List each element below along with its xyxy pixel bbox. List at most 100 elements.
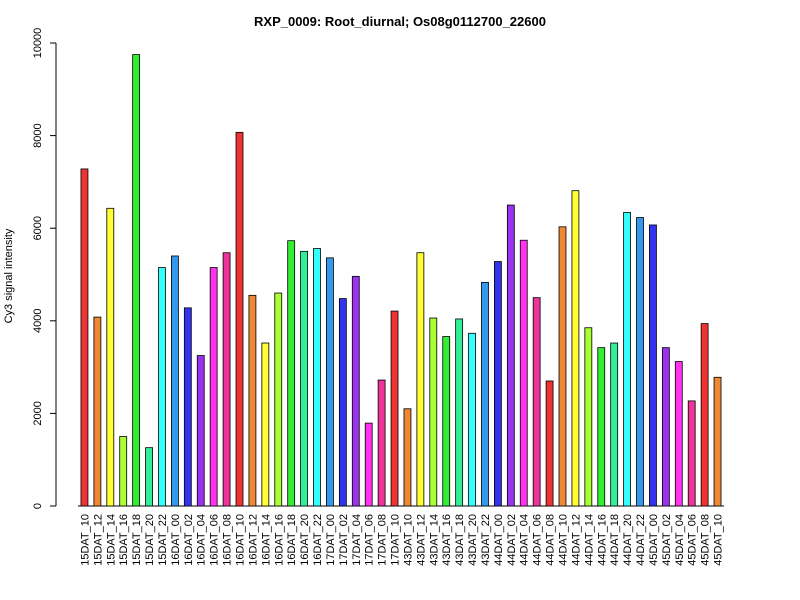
x-tick-label: 43DAT_20: [467, 514, 479, 566]
x-tick-label: 16DAT_22: [312, 514, 324, 566]
x-tick-label: 45DAT_02: [661, 514, 673, 566]
bar: [183, 307, 192, 507]
bar: [519, 239, 528, 507]
x-tick-label: 45DAT_10: [713, 514, 725, 566]
bar: [222, 252, 231, 507]
bar: [300, 250, 308, 507]
bar: [145, 447, 153, 507]
x-tick-label: 15DAT_14: [105, 514, 117, 566]
y-tick-label: 2000: [32, 401, 44, 425]
bar: [119, 436, 128, 507]
x-tick-label: 44DAT_02: [506, 514, 518, 566]
y-tick-label: 6000: [32, 216, 44, 240]
x-tick-label: 16DAT_10: [235, 514, 247, 566]
chart-title: RXP_0009: Root_diurnal; Os08g0112700_226…: [254, 14, 546, 29]
x-tick-label: 43DAT_16: [441, 514, 453, 566]
bar: [687, 400, 696, 507]
bars: [78, 54, 724, 507]
x-tick-label: 44DAT_00: [493, 514, 505, 566]
bar: [700, 323, 709, 507]
y-axis: 0 2000 4000 6000 8000 10000: [32, 28, 57, 509]
bar: [132, 54, 141, 507]
x-tick-label: 44DAT_18: [609, 514, 621, 566]
bar: [649, 224, 657, 507]
x-tick-label: 15DAT_18: [131, 514, 143, 566]
bar: [235, 131, 244, 507]
x-tick-label: 44DAT_14: [583, 514, 595, 566]
bar: [326, 257, 334, 507]
x-tick-label: 16DAT_02: [183, 514, 195, 566]
bar: [661, 347, 670, 507]
bar: [429, 317, 438, 507]
x-tick-label: 43DAT_22: [480, 514, 492, 566]
bar: [532, 297, 541, 507]
x-tick-label: 16DAT_16: [273, 514, 285, 566]
bar: [442, 336, 451, 507]
bar: [403, 408, 412, 507]
x-tick-label: 43DAT_18: [454, 514, 466, 566]
x-axis-labels: 15DAT_10 15DAT_12 15DAT_14 15DAT_16 15DAT_18…: [79, 514, 724, 566]
x-tick-label: 44DAT_20: [622, 514, 634, 566]
x-tick-label: 44DAT_16: [596, 514, 608, 566]
x-tick-label: 44DAT_22: [635, 514, 647, 566]
bar: [171, 255, 179, 507]
x-tick-label: 17DAT_08: [377, 514, 389, 566]
bar: [364, 422, 373, 507]
bar: [287, 240, 296, 507]
bar: [597, 347, 606, 507]
bar: [584, 327, 593, 507]
y-tick-label: 10000: [32, 28, 44, 59]
bar: [351, 275, 360, 507]
bar: [248, 294, 257, 507]
bar: [455, 318, 464, 507]
x-tick-label: 17DAT_04: [351, 514, 363, 566]
x-tick-label: 44DAT_06: [532, 514, 544, 566]
y-tick-label: 0: [32, 503, 44, 509]
bar: [713, 376, 722, 507]
bar: [106, 207, 115, 507]
bar: [274, 292, 283, 507]
bar: [623, 212, 631, 507]
bar: [674, 361, 683, 507]
bar: [494, 261, 502, 507]
bar: [481, 281, 489, 507]
x-tick-label: 17DAT_00: [325, 514, 337, 566]
bar: [558, 226, 567, 507]
x-tick-label: 15DAT_20: [144, 514, 156, 566]
x-tick-label: 16DAT_06: [209, 514, 221, 566]
bar: [468, 332, 476, 507]
x-tick-label: 16DAT_08: [222, 514, 234, 566]
x-tick-label: 17DAT_10: [390, 514, 402, 566]
x-tick-label: 15DAT_10: [79, 514, 91, 566]
bar: [506, 204, 515, 507]
x-tick-label: 16DAT_20: [299, 514, 311, 566]
bar: [313, 248, 321, 507]
x-tick-label: 44DAT_12: [570, 514, 582, 566]
x-tick-label: 45DAT_08: [700, 514, 712, 566]
x-tick-label: 44DAT_10: [558, 514, 570, 566]
x-tick-label: 45DAT_06: [687, 514, 699, 566]
bar: [545, 380, 554, 507]
y-tick-label: 4000: [32, 309, 44, 333]
x-tick-label: 43DAT_12: [415, 514, 427, 566]
x-tick-label: 16DAT_14: [260, 514, 272, 566]
x-tick-label: 17DAT_02: [338, 514, 350, 566]
x-tick-label: 44DAT_04: [519, 514, 531, 566]
bar: [209, 267, 218, 507]
bar: [610, 342, 619, 507]
bar: [416, 252, 425, 507]
x-tick-label: 15DAT_16: [118, 514, 130, 566]
bar: [196, 355, 205, 507]
x-tick-label: 16DAT_00: [170, 514, 182, 566]
y-axis-label: Cy3 signal intensity: [3, 228, 15, 323]
bar: [571, 190, 580, 507]
bar: [338, 298, 347, 507]
x-tick-label: 45DAT_04: [674, 514, 686, 566]
x-tick-label: 44DAT_08: [545, 514, 557, 566]
x-tick-label: 15DAT_12: [92, 514, 104, 566]
x-tick-label: 43DAT_10: [402, 514, 414, 566]
x-tick-label: 45DAT_00: [648, 514, 660, 566]
bar: [93, 316, 102, 507]
bar: [390, 310, 399, 507]
